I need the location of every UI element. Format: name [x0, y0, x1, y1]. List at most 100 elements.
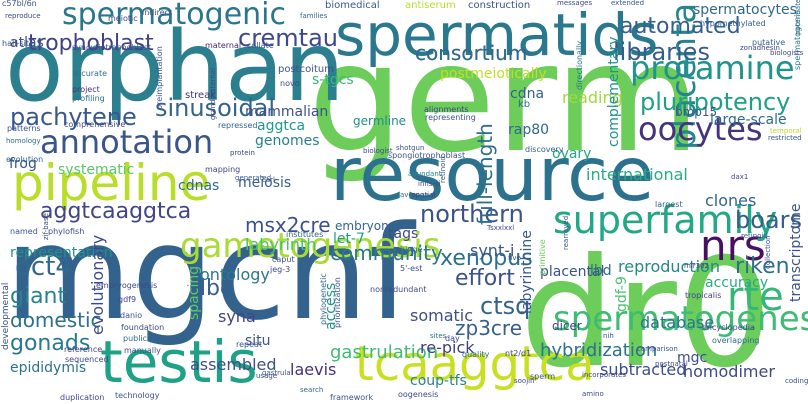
- word-67: cdna: [510, 86, 544, 102]
- word-191: spatial: [412, 191, 435, 199]
- word-158: gdf9: [118, 295, 136, 304]
- word-101: postcoitum: [278, 64, 334, 75]
- word-36: ctsq: [480, 292, 530, 320]
- word-75: large-scale: [710, 112, 787, 128]
- word-2: mgcnf: [5, 197, 417, 349]
- word-53: homodimer: [683, 362, 775, 381]
- word-163: sequenced: [65, 355, 109, 364]
- word-72: international: [586, 165, 688, 184]
- word-93: gdf-9: [614, 276, 630, 312]
- word-31: boars: [735, 206, 802, 234]
- word-65: systematic: [58, 162, 134, 178]
- word-86: syna: [218, 307, 256, 326]
- word-155: phylogenetic: [319, 273, 328, 325]
- word-164: reference: [64, 345, 102, 354]
- word-32: riken: [735, 254, 790, 279]
- word-97: biomedical: [325, 0, 380, 11]
- word-126: directionally: [575, 41, 584, 90]
- word-41: assembled: [190, 355, 277, 374]
- word-94: epididymis: [10, 360, 86, 376]
- word-123: spongiotrophoblast: [388, 151, 465, 160]
- word-74: complementary: [606, 36, 622, 147]
- word-48: full-length: [473, 123, 497, 225]
- word-137: largest: [655, 200, 683, 209]
- word-109: collate: [247, 41, 274, 50]
- word-66: frog: [9, 156, 37, 172]
- word-19: protamine: [630, 49, 795, 87]
- word-122: alignments: [424, 105, 469, 114]
- word-135: retinoid: [439, 156, 447, 183]
- word-134: average: [400, 191, 429, 199]
- word-127: temporal: [770, 127, 802, 135]
- word-10: gametogenesis: [180, 226, 440, 266]
- word-69: reading: [562, 88, 623, 107]
- word-98: antiserum: [405, 0, 456, 11]
- word-95: consortium: [415, 41, 527, 65]
- word-138: named: [10, 227, 38, 236]
- word-49: ontology: [200, 265, 270, 284]
- word-178: day: [445, 334, 460, 343]
- word-154: nonredundant: [370, 285, 426, 294]
- word-21: libraries: [613, 38, 710, 66]
- word-13: nrs: [700, 221, 766, 270]
- word-102: hypomethylated: [700, 19, 766, 28]
- word-3: dr0: [520, 227, 772, 401]
- word-4: resource: [330, 130, 654, 218]
- word-131: carl: [262, 176, 275, 184]
- word-121: representing: [425, 113, 476, 122]
- word-15: superfamily: [553, 198, 777, 242]
- word-0: germ: [308, 12, 701, 186]
- word-141: hinge: [400, 245, 422, 254]
- word-73: clones: [705, 191, 756, 210]
- word-103: putative: [752, 38, 785, 47]
- word-42: gastrulation: [330, 342, 438, 363]
- word-26: automated: [620, 14, 741, 39]
- word-76: bmp15: [675, 105, 717, 119]
- word-96: atlas: [10, 35, 44, 51]
- word-82: representation: [10, 245, 113, 261]
- word-87: situ: [245, 333, 271, 349]
- word-165: repeat: [236, 340, 262, 349]
- word-119: evolution: [6, 155, 43, 164]
- word-92: accuracy: [705, 275, 768, 291]
- word-114: project: [72, 85, 100, 94]
- word-30: xenopus: [440, 246, 533, 271]
- word-145: retinoid: [741, 232, 768, 240]
- word-35: effort: [455, 266, 515, 291]
- word-177: coding: [785, 377, 808, 385]
- word-64: cdnas: [178, 178, 219, 194]
- word-88: re-pick: [420, 338, 475, 357]
- word-190: soojin: [514, 377, 535, 385]
- word-187: grandmaternal: [209, 68, 217, 120]
- word-115: profiling: [72, 94, 105, 103]
- word-81: lbd: [590, 263, 612, 279]
- word-169: oogenesis: [398, 390, 438, 399]
- word-83: evolutionary: [88, 235, 107, 335]
- word-105: extended: [611, 0, 644, 7]
- word-176: amino: [582, 390, 604, 398]
- word-142: rearrayed: [562, 216, 570, 250]
- word-99: construction: [468, 0, 530, 11]
- word-167: search: [300, 386, 323, 394]
- word-136: dax1: [731, 173, 748, 181]
- word-146: collection: [764, 235, 772, 269]
- word-85: access: [323, 283, 339, 330]
- word-129: mapping: [205, 165, 240, 174]
- word-52: subtracted: [600, 360, 686, 379]
- word-125: discovery: [525, 145, 564, 154]
- word-157: embryogenesis: [96, 281, 157, 290]
- word-54: spermatocytes: [693, 2, 797, 18]
- word-51: somatic: [410, 306, 473, 325]
- word-132: abundant: [408, 170, 442, 178]
- word-179: mir302: [684, 262, 709, 270]
- word-198: five: [508, 254, 521, 262]
- word-106: spermatogonia: [793, 10, 802, 70]
- word-1: orphan: [5, 11, 345, 123]
- word-170: duplication: [60, 393, 104, 402]
- word-61: aggtca: [257, 118, 305, 134]
- word-8: spermatogenic: [62, 0, 286, 32]
- word-172: quality: [462, 350, 490, 359]
- word-6: testis: [100, 328, 258, 396]
